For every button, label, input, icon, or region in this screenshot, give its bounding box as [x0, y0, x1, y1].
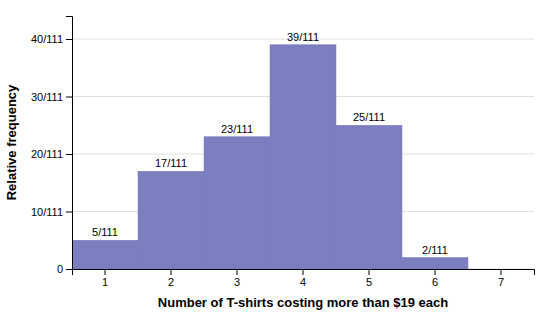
bar — [402, 258, 468, 270]
y-tick: 10/111 — [31, 206, 72, 218]
x-tick-label: 3 — [234, 276, 240, 288]
y-tick-label: 40/111 — [31, 33, 63, 45]
y-tick-mark — [66, 154, 72, 155]
x-tick-mark — [303, 269, 304, 275]
data-label: 39/111 — [287, 31, 319, 43]
x-tick-mark — [501, 269, 502, 275]
x-tick: 5 — [366, 269, 372, 288]
y-tick-mark — [66, 97, 72, 98]
y-tick: 0 — [57, 263, 72, 275]
bar — [204, 137, 270, 269]
grid — [72, 39, 534, 269]
y-tick-mark — [66, 39, 72, 40]
data-label: 25/111 — [353, 111, 385, 123]
plot: 5/111 17/111 23/111 39/111 25/111 2/111 1 2 3 4 5 6… — [31, 17, 535, 288]
bar — [138, 171, 204, 269]
x-tick: 1 — [102, 269, 108, 288]
data-label: 23/111 — [221, 123, 253, 135]
y-tick-mark — [66, 212, 72, 213]
x-tick-label: 1 — [102, 276, 108, 288]
y-tick: 30/111 — [31, 91, 72, 103]
x-tick-label: 2 — [168, 276, 174, 288]
x-axis: 1 2 3 4 5 6 7 — [73, 269, 535, 288]
data-label: 5/111 — [92, 226, 118, 238]
y-tick-label: 20/111 — [31, 148, 63, 160]
chart: 5/111 17/111 23/111 39/111 25/111 2/111 1 2 3 4 5 6… — [0, 0, 550, 315]
y-axis-title: Relative frequency — [4, 84, 19, 200]
bar — [468, 269, 534, 270]
x-tick-mark — [237, 269, 238, 275]
y-tick: 40/111 — [31, 33, 72, 45]
y-axis: 0 10/111 20/111 30/111 40/111 — [31, 17, 73, 276]
data-labels: 5/111 17/111 23/111 39/111 25/111 2/111 — [92, 31, 448, 256]
x-tick: 7 — [498, 269, 504, 288]
y-tick-mark — [66, 269, 72, 270]
y-axis-line — [66, 17, 73, 270]
y-tick-label: 10/111 — [31, 206, 63, 218]
x-axis-line — [73, 270, 535, 276]
x-axis-title: Number of T-shirts costing more than $19… — [158, 295, 448, 310]
y-tick-label: 30/111 — [31, 91, 63, 103]
x-tick-mark — [105, 269, 106, 275]
bars — [72, 45, 468, 269]
x-tick: 6 — [432, 269, 438, 288]
bar — [270, 45, 336, 269]
x-tick-mark — [435, 269, 436, 275]
bar — [72, 240, 138, 269]
data-label: 17/111 — [155, 157, 187, 169]
x-tick-label: 6 — [432, 276, 438, 288]
x-tick: 2 — [168, 269, 174, 288]
x-tick-label: 7 — [498, 276, 504, 288]
x-tick-mark — [171, 269, 172, 275]
x-tick: 3 — [234, 269, 240, 288]
x-tick: 4 — [300, 269, 306, 288]
y-tick-label: 0 — [57, 263, 63, 275]
data-label: 2/111 — [422, 244, 448, 256]
y-tick: 20/111 — [31, 148, 72, 160]
bar — [336, 125, 402, 269]
x-tick-label: 4 — [300, 276, 306, 288]
x-tick-mark — [369, 269, 370, 275]
x-tick-label: 5 — [366, 276, 372, 288]
